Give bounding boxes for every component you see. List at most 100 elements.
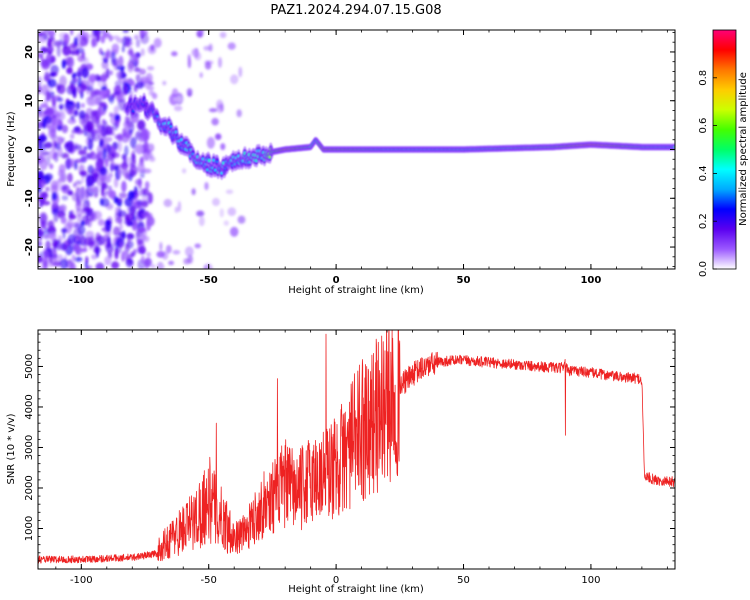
spectrogram-cell (147, 66, 155, 71)
spectrogram-cell (51, 192, 58, 201)
spectrogram-cell (78, 149, 87, 156)
spectrogram-cell (196, 210, 205, 217)
spectrogram-cell (47, 132, 56, 138)
spectrogram-cell (148, 90, 155, 96)
spectrogram-cell (124, 145, 129, 157)
spectrogram-cell (87, 100, 96, 107)
spectrogram-cell (194, 243, 201, 249)
spectrogram-cell (169, 125, 173, 128)
y-tick-label: 20 (24, 45, 35, 59)
spectrogram-cell (204, 182, 209, 191)
spectrogram-cell (135, 74, 141, 83)
spectrogram-cell (115, 71, 123, 78)
colorbar-tick-label: 0.2 (698, 213, 709, 229)
spectrogram-cell (133, 34, 139, 40)
spectrogram-cell (79, 170, 87, 177)
spectrogram-cell (44, 71, 50, 82)
spectrogram-cell (82, 157, 88, 163)
spectrogram-cell (78, 110, 86, 120)
spectrogram-cell (211, 117, 219, 126)
snr-x-ticks: -100 -50 0 50 100 (55, 330, 668, 586)
spectrogram-cell (141, 200, 149, 208)
spectrogram-cell (137, 161, 145, 174)
spectrogram-cell (90, 113, 100, 124)
spectrogram-cell (150, 264, 156, 269)
spectrogram-cell (101, 51, 106, 57)
spectrogram-cell (172, 250, 181, 255)
spectrogram-cell (127, 61, 134, 73)
spectrogram-cell (80, 79, 89, 91)
colorbar-tick-label: 0.6 (698, 118, 709, 134)
spectrogram-cell (49, 163, 54, 170)
spectrogram-cell (122, 230, 126, 240)
spectrogram-cell (62, 60, 68, 66)
spectrogram-ridge (125, 92, 675, 180)
spectrogram-cell (67, 233, 76, 245)
spectrogram-cell (91, 132, 96, 138)
spectrogram-cell (120, 162, 129, 170)
spectrogram-cell (114, 134, 122, 140)
spectrogram-cell (113, 105, 119, 115)
colorbar-label: Normalized spectral amplitude (738, 72, 749, 226)
spectrogram-cell (116, 65, 125, 71)
spectrogram-cell (119, 241, 123, 249)
spectrogram-cell (162, 80, 167, 86)
spectrogram-cell (71, 254, 76, 262)
spectrogram-cell (51, 207, 60, 216)
spectrogram-cell (57, 210, 66, 219)
spectrogram-cell (121, 45, 125, 53)
spectrogram-cell (76, 47, 85, 54)
spectrogram-cell (69, 82, 75, 91)
spectrogram-cell (108, 250, 113, 260)
spectrogram-cell (73, 182, 77, 188)
x-tick-label: 0 (333, 275, 340, 286)
spectrogram-cell (71, 192, 80, 202)
spectrogram-cell (100, 86, 108, 91)
spectrogram-cell (44, 141, 53, 149)
spectrogram-cell (53, 214, 59, 223)
y-tick-label: 10 (24, 94, 35, 108)
spectrogram-cell (131, 154, 136, 159)
spectrogram-cell (227, 207, 237, 217)
spectrogram-cell (177, 201, 181, 213)
spectrogram-cell (122, 30, 129, 33)
spectrogram-cell (111, 59, 117, 66)
spectrogram-cell (171, 88, 179, 98)
spectrogram-cell (117, 167, 121, 180)
spectrogram-cell (77, 41, 84, 48)
spectrogram-cell (163, 198, 173, 208)
spectrogram-cell (58, 164, 66, 174)
spectrogram-cell (42, 234, 52, 239)
spectrogram-cell (66, 67, 73, 75)
spectrogram-cell (95, 90, 101, 96)
spectrogram-cell (74, 36, 78, 47)
spectrogram-cell (125, 258, 134, 268)
spectrogram-cell (140, 33, 150, 45)
spectrogram-cell (118, 55, 124, 67)
spectrogram-cell (74, 243, 81, 255)
snr-frame (37, 329, 676, 570)
spectrogram-cell (127, 49, 134, 56)
spectrogram-cell (42, 34, 49, 41)
spectrogram-cell (98, 101, 107, 107)
x-tick-label: 100 (581, 575, 600, 586)
spectrogram-cell (69, 43, 76, 50)
spectrogram-cell (81, 51, 86, 58)
spectrogram-cell (197, 30, 205, 34)
spectrogram-cell (127, 236, 131, 245)
spectrogram-cell (187, 54, 191, 63)
spectrogram-cell (119, 222, 123, 232)
x-tick-label: 100 (580, 275, 601, 286)
spectrogram-cell (191, 48, 198, 57)
spectrogram-cell (111, 43, 120, 53)
spectrogram-cell (75, 208, 84, 217)
spectrogram-cell (219, 208, 224, 218)
spectrogram-cell (56, 125, 63, 131)
figure-title: PAZ1.2024.294.07.15.G08 (270, 3, 441, 18)
spectrogram-cell (64, 100, 72, 110)
spectrogram-cell (99, 74, 108, 83)
snr-panel: -100 -50 0 50 100 1000 2000 3000 4000 5000 Heigh… (6, 329, 676, 595)
spectrogram-cell (106, 143, 112, 155)
spectrogram-cell (88, 73, 97, 83)
